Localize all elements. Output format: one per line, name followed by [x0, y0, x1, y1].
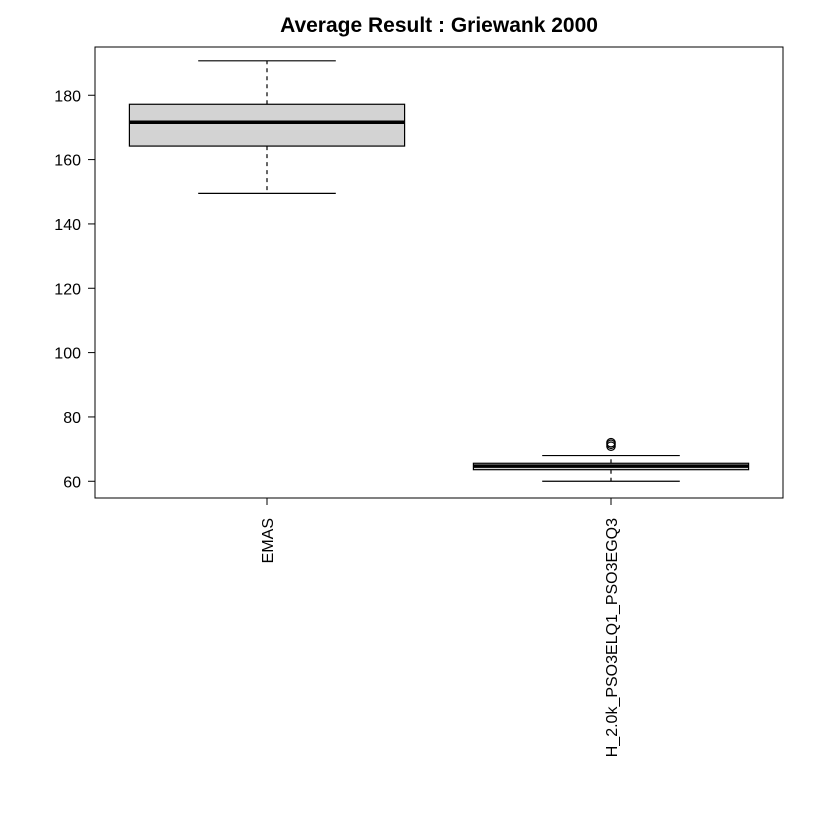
y-tick-label: 60 — [63, 474, 81, 491]
y-axis: 60 80 100 120 140 160 180 — [54, 88, 96, 491]
box-iqr — [128, 103, 406, 147]
x-axis: EMAS H_2.0k_PSO3ELQ1_PSO3EGQ3 — [260, 498, 621, 757]
y-tick-label: 140 — [54, 217, 81, 234]
box-1 — [472, 437, 750, 482]
outlier-point — [606, 437, 616, 448]
y-tick-label: 100 — [54, 346, 81, 363]
x-category-label: EMAS — [260, 518, 277, 563]
boxes — [128, 60, 750, 482]
chart-title: Average Result : Griewank 2000 — [280, 14, 598, 37]
y-tick-label: 160 — [54, 153, 81, 170]
y-tick-label: 180 — [54, 88, 81, 105]
y-tick-label: 120 — [54, 281, 81, 298]
y-tick-label: 80 — [63, 410, 81, 427]
x-category-label: H_2.0k_PSO3ELQ1_PSO3EGQ3 — [604, 518, 621, 757]
box-0 — [128, 60, 406, 194]
